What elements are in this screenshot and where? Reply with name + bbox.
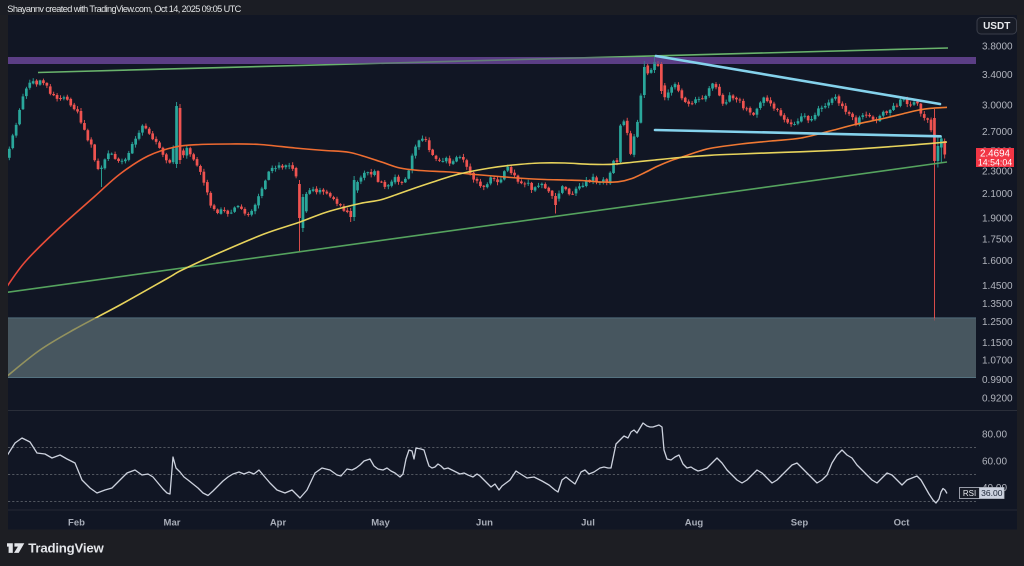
svg-text:RSI: RSI — [963, 489, 976, 498]
svg-text:36.00: 36.00 — [981, 488, 1003, 498]
svg-text:TradingView: TradingView — [28, 541, 104, 556]
svg-text:0.9200: 0.9200 — [982, 394, 1013, 405]
svg-text:1.7500: 1.7500 — [982, 235, 1013, 246]
svg-text:80.00: 80.00 — [982, 430, 1007, 441]
svg-text:0.9900: 0.9900 — [982, 375, 1013, 386]
svg-text:Mar: Mar — [164, 518, 181, 529]
svg-text:Shayannv created with TradingV: Shayannv created with TradingView.com, O… — [7, 4, 241, 14]
svg-text:14:54:04: 14:54:04 — [978, 157, 1012, 167]
svg-text:1.9000: 1.9000 — [982, 214, 1013, 225]
svg-text:1.1500: 1.1500 — [982, 338, 1013, 349]
svg-text:Feb: Feb — [68, 518, 85, 529]
svg-text:60.00: 60.00 — [982, 457, 1007, 468]
svg-text:2.3000: 2.3000 — [982, 167, 1013, 178]
svg-text:Jun: Jun — [476, 518, 493, 529]
svg-text:1.6000: 1.6000 — [982, 256, 1013, 267]
svg-text:1.0700: 1.0700 — [982, 356, 1013, 367]
svg-text:3.8000: 3.8000 — [982, 42, 1013, 53]
svg-text:Aug: Aug — [685, 518, 704, 529]
svg-text:1.4500: 1.4500 — [982, 281, 1013, 292]
svg-text:2.4694: 2.4694 — [980, 149, 1011, 160]
svg-text:USDT: USDT — [983, 21, 1010, 32]
svg-text:Oct: Oct — [894, 518, 911, 529]
svg-text:3.0000: 3.0000 — [982, 101, 1013, 112]
svg-text:1.3500: 1.3500 — [982, 299, 1013, 310]
svg-text:Sep: Sep — [791, 518, 809, 529]
svg-text:3.4000: 3.4000 — [982, 70, 1013, 81]
svg-text:2.7000: 2.7000 — [982, 127, 1013, 138]
svg-text:1.2500: 1.2500 — [982, 317, 1013, 328]
svg-text:May: May — [371, 518, 390, 529]
svg-text:2.1000: 2.1000 — [982, 189, 1013, 200]
svg-text:Apr: Apr — [270, 518, 287, 529]
svg-text:Jul: Jul — [581, 518, 595, 529]
